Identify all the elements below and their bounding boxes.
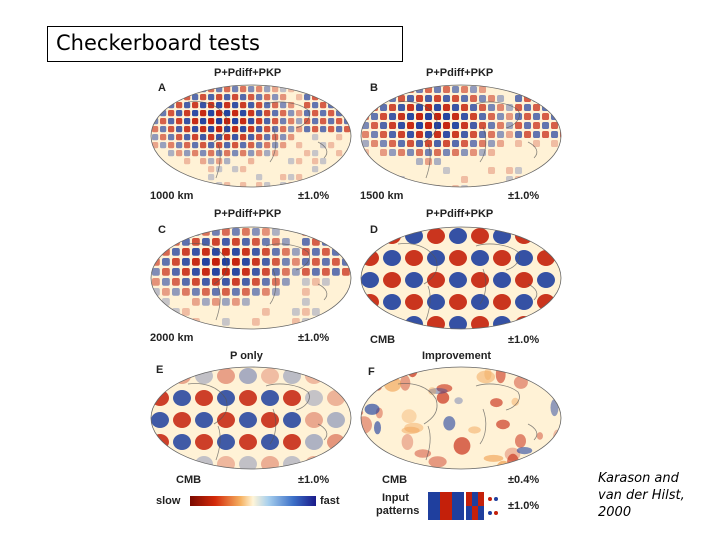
coastline [187, 383, 228, 425]
panel-f-title: Improvement [422, 350, 492, 362]
map-outline [360, 84, 562, 188]
panel-e-scale: CMB [176, 474, 202, 486]
citation: Karason and van der Hilst, 2000 [598, 470, 716, 521]
coastline [397, 243, 438, 285]
coastline [265, 101, 310, 129]
coastline [475, 243, 520, 271]
coastline [265, 383, 310, 411]
fast-label: fast [320, 495, 340, 507]
coastline [187, 243, 228, 285]
panel-a-map [150, 84, 352, 188]
coastline [215, 425, 221, 461]
coastline [269, 268, 277, 305]
citation-line-1: Karason and [598, 471, 679, 486]
coastline [215, 285, 221, 321]
panel-d-letter: D [370, 224, 378, 236]
coastline [215, 143, 221, 179]
coastline [187, 101, 228, 143]
panel-e-map [150, 366, 352, 470]
panel-e-amplitude: ±1.0% [298, 474, 330, 486]
coastline [479, 268, 487, 305]
panel-c-letter: C [158, 224, 166, 236]
panel-f-letter: F [368, 366, 375, 378]
input-patterns-scale: ±1.0% [508, 500, 540, 512]
coastline [265, 243, 310, 271]
slide-title: Checkerboard tests [47, 26, 403, 62]
coastline [397, 101, 438, 143]
map-outline [360, 226, 562, 330]
panel-d-scale: CMB [370, 334, 396, 346]
panel-b-amplitude: ±1.0% [508, 190, 540, 202]
map-background [151, 227, 351, 329]
coastline [269, 408, 277, 445]
panel-c-amplitude: ±1.0% [298, 332, 330, 344]
coastline [397, 383, 438, 425]
velocity-colorbar [190, 496, 316, 506]
panel-f-amplitude: ±0.4% [508, 474, 540, 486]
panel-c-scale: 2000 km [150, 332, 194, 344]
panel-a-letter: A [158, 82, 166, 94]
panel-d-map [360, 226, 562, 330]
panel-f-scale: CMB [382, 474, 408, 486]
panel-a-amplitude: ±1.0% [298, 190, 330, 202]
map-background [361, 367, 561, 469]
panel-d-title: P+Pdiff+PKP [426, 208, 494, 220]
coastline [425, 143, 431, 179]
coastline [527, 423, 538, 441]
coastline [425, 285, 431, 321]
coastline [317, 283, 328, 301]
checkerboard-figure: P+Pdiff+PKP A 1000 km ±1.0% P+Pdiff+PKP … [148, 64, 564, 524]
panel-a-scale: 1000 km [150, 190, 194, 202]
input-patterns-line1: Input [382, 492, 409, 504]
coastline [479, 126, 487, 163]
panel-c-map [150, 226, 352, 330]
panel-a-title: P+Pdiff+PKP [214, 67, 282, 79]
input-patterns-line2: patterns [376, 505, 420, 517]
panel-e-title: P only [230, 350, 263, 362]
coastline [269, 126, 277, 163]
coastline [317, 141, 328, 159]
map-outline [150, 226, 352, 330]
coastline [317, 423, 328, 441]
coastline [475, 101, 520, 129]
coastline [425, 425, 431, 461]
citation-line-2: van der Hilst, [598, 488, 685, 503]
map-outline [150, 366, 352, 470]
panel-d-amplitude: ±1.0% [508, 334, 540, 346]
panel-b-letter: B [370, 82, 378, 94]
coastline [527, 141, 538, 159]
map-outline [150, 84, 352, 188]
panel-b-scale: 1500 km [360, 190, 404, 202]
map-outline [360, 366, 562, 470]
coastline [475, 383, 520, 411]
coastline [527, 283, 538, 301]
citation-line-3: 2000 [598, 505, 632, 520]
coastline [479, 408, 487, 445]
panel-e-letter: E [156, 364, 164, 376]
panel-b-title: P+Pdiff+PKP [426, 67, 494, 79]
slow-label: slow [156, 495, 181, 507]
panel-b-map [360, 84, 562, 188]
panel-f-map [360, 366, 562, 470]
panel-c-title: P+Pdiff+PKP [214, 208, 282, 220]
input-patterns-swatch [428, 492, 498, 520]
